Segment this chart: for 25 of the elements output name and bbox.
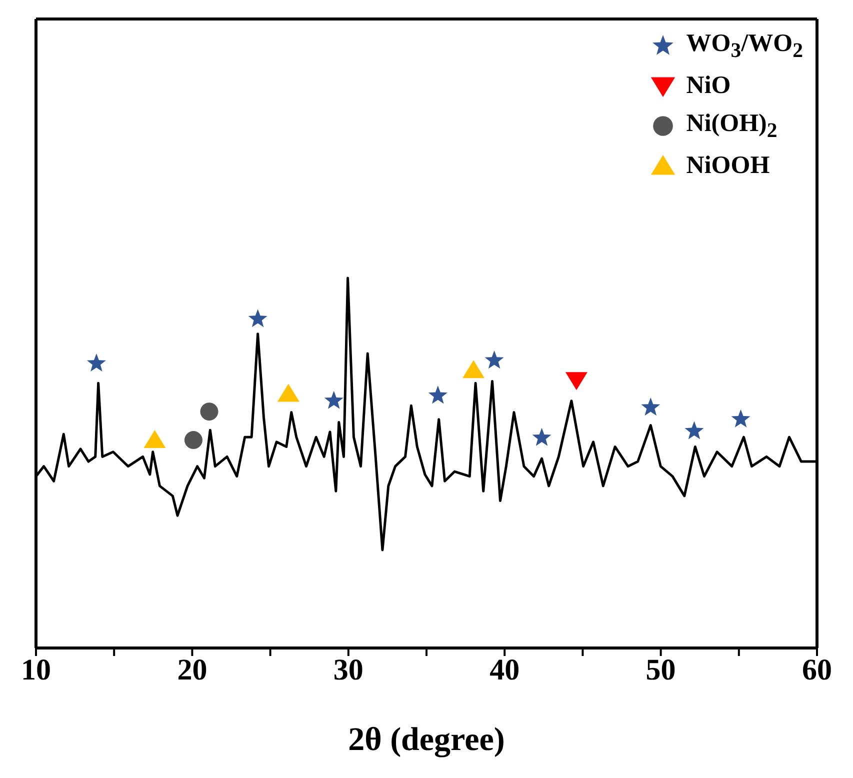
x-tick-label: 30	[333, 653, 364, 686]
legend-label: NiOOH	[686, 152, 770, 180]
point	[428, 386, 448, 404]
point	[184, 431, 202, 450]
legend-label: WO$_{3}$/WO$_{2}$	[686, 30, 803, 62]
point	[86, 353, 106, 372]
x-tick-label: 20	[177, 653, 208, 686]
point	[532, 428, 552, 446]
legend-label: Ni(OH)$_{2}$	[686, 110, 778, 142]
point	[324, 390, 344, 409]
point	[462, 360, 485, 378]
point	[200, 402, 218, 421]
point	[248, 309, 268, 328]
legend-label: NiO	[686, 72, 731, 100]
point	[684, 421, 704, 440]
point	[731, 409, 750, 428]
x-tick-label: 10	[21, 653, 51, 686]
x-tick-label: 60	[802, 653, 832, 686]
x-tick-label: 50	[646, 653, 676, 686]
point	[641, 398, 660, 416]
point	[277, 384, 300, 402]
x-axis-title: 2θ (degree)	[348, 722, 505, 758]
x-tick-label: 40	[490, 653, 520, 686]
point	[144, 430, 166, 448]
point	[484, 350, 504, 369]
